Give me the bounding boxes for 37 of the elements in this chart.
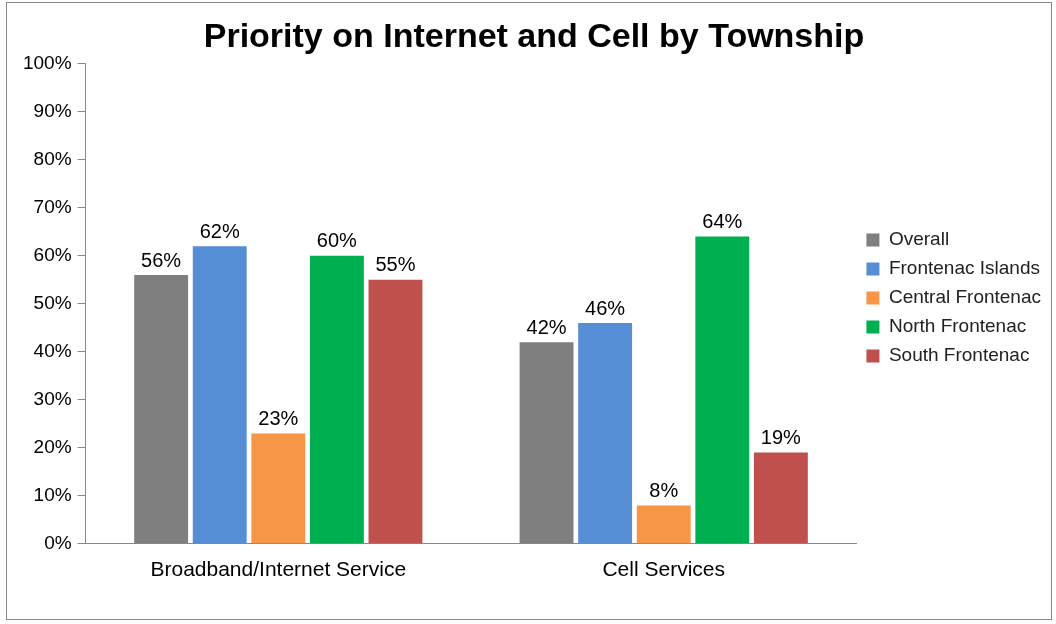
legend-label: North Frontenac bbox=[888, 315, 1027, 337]
bar bbox=[695, 236, 750, 544]
bar bbox=[368, 279, 423, 544]
legend-label: South Frontenac bbox=[888, 344, 1030, 366]
y-tick-label: 70% bbox=[33, 196, 72, 218]
y-tick-label: 60% bbox=[33, 244, 72, 266]
legend-label: Frontenac Islands bbox=[888, 257, 1040, 279]
bar bbox=[753, 452, 808, 544]
x-tick-label: Broadband/Internet Service bbox=[150, 557, 407, 581]
data-label: 8% bbox=[649, 478, 679, 501]
data-label: 46% bbox=[585, 296, 626, 319]
y-tick-label: 50% bbox=[33, 292, 72, 314]
y-tick-label: 0% bbox=[44, 532, 72, 554]
data-label: 62% bbox=[199, 219, 240, 242]
data-label: 64% bbox=[702, 210, 743, 233]
y-tick-label: 30% bbox=[33, 388, 72, 410]
data-label: 55% bbox=[375, 253, 416, 276]
bar bbox=[578, 323, 633, 544]
data-label: 23% bbox=[258, 406, 299, 429]
bar bbox=[192, 246, 247, 544]
bar bbox=[251, 433, 306, 544]
chart-title: Priority on Internet and Cell by Township bbox=[203, 15, 865, 54]
bar bbox=[636, 505, 691, 544]
x-tick-label: Cell Services bbox=[602, 557, 725, 581]
data-label: 42% bbox=[526, 315, 567, 338]
y-tick-label: 20% bbox=[33, 436, 72, 458]
legend-label: Overall bbox=[888, 228, 950, 250]
legend-label: Central Frontenac bbox=[888, 286, 1041, 308]
y-tick-label: 10% bbox=[33, 484, 72, 506]
data-label: 60% bbox=[316, 229, 358, 252]
y-tick-label: 100% bbox=[22, 52, 72, 74]
data-label: 56% bbox=[141, 248, 182, 271]
bar bbox=[309, 255, 364, 544]
data-label: 19% bbox=[760, 426, 802, 449]
y-tick-label: 80% bbox=[33, 148, 72, 170]
y-tick-label: 40% bbox=[33, 340, 72, 362]
y-tick-label: 90% bbox=[33, 100, 72, 122]
